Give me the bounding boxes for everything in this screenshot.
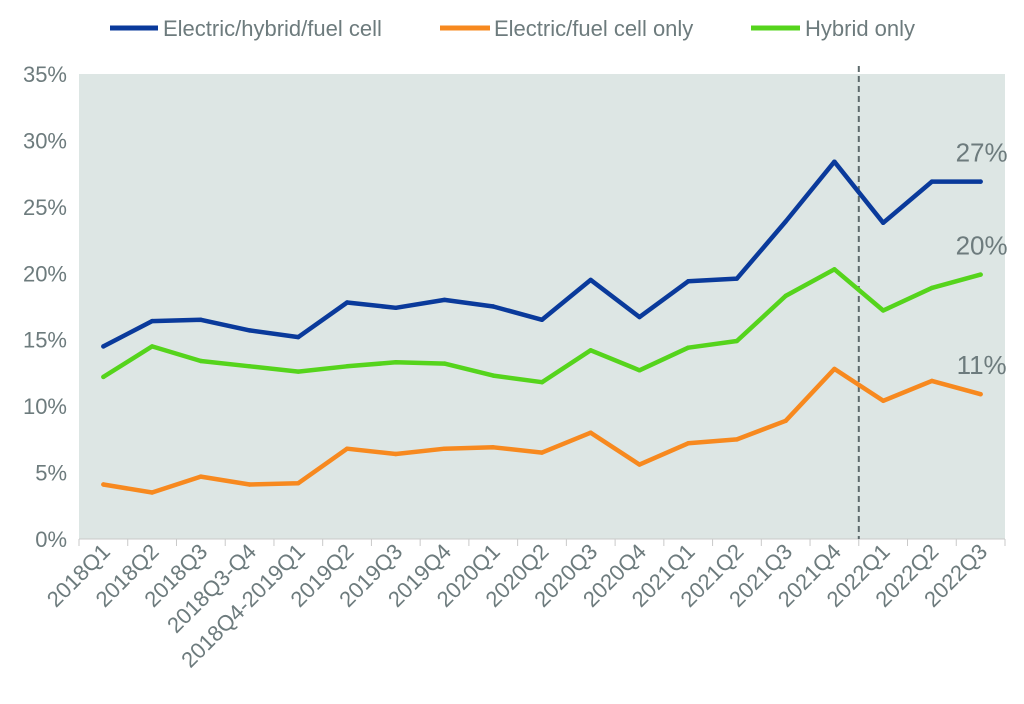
y-tick-label: 0% bbox=[35, 527, 67, 552]
end-label-electric-fuel-cell-only: 11% bbox=[957, 350, 1007, 380]
data-point-electric-fuel-cell-only bbox=[686, 441, 691, 446]
end-labels: 27% 11% 20% bbox=[956, 138, 1008, 381]
data-point-hybrid-only bbox=[539, 380, 545, 385]
data-point-electric-fuel-cell-only bbox=[734, 437, 740, 442]
data-point-hybrid-only bbox=[734, 338, 740, 344]
data-point-hybrid-only bbox=[686, 345, 691, 350]
data-point-hybrid-only bbox=[978, 272, 983, 277]
data-point-electric-fuel-cell-only bbox=[101, 482, 106, 487]
data-point-electric-hybrid-fuel-cell bbox=[734, 276, 740, 281]
data-point-electric-fuel-cell-only bbox=[198, 474, 203, 479]
data-point-electric-fuel-cell-only bbox=[783, 418, 788, 423]
data-point-hybrid-only bbox=[247, 364, 252, 369]
data-point-electric-hybrid-fuel-cell bbox=[491, 304, 496, 309]
data-point-electric-hybrid-fuel-cell bbox=[588, 277, 593, 283]
y-tick-label: 20% bbox=[23, 261, 67, 286]
legend-item-electric-fuel-cell-only: Electric/fuel cell only bbox=[440, 16, 693, 41]
data-point-electric-hybrid-fuel-cell bbox=[247, 328, 252, 333]
data-point-electric-fuel-cell-only bbox=[929, 378, 935, 384]
data-point-hybrid-only bbox=[442, 361, 447, 366]
data-point-hybrid-only bbox=[149, 344, 155, 349]
data-point-electric-hybrid-fuel-cell bbox=[783, 219, 788, 224]
data-point-electric-fuel-cell-only bbox=[247, 482, 252, 487]
plot-area bbox=[79, 74, 1005, 539]
legend-item-electric-hybrid-fuel-cell: Electric/hybrid/fuel cell bbox=[110, 16, 382, 41]
data-point-electric-hybrid-fuel-cell bbox=[393, 305, 398, 310]
y-axis: 0% 5% 10% 15% 20% 25% 30% 35% bbox=[23, 62, 67, 552]
y-tick-label: 5% bbox=[35, 461, 67, 486]
data-point-electric-hybrid-fuel-cell bbox=[149, 318, 155, 324]
data-point-hybrid-only bbox=[929, 285, 935, 291]
data-point-hybrid-only bbox=[344, 364, 350, 369]
y-tick-label: 25% bbox=[23, 195, 67, 220]
data-point-electric-fuel-cell-only bbox=[149, 490, 155, 495]
y-tick-label: 10% bbox=[23, 394, 67, 419]
legend-label-electric-hybrid-fuel-cell: Electric/hybrid/fuel cell bbox=[163, 16, 382, 41]
data-point-electric-fuel-cell-only bbox=[296, 481, 301, 486]
data-point-electric-hybrid-fuel-cell bbox=[929, 179, 935, 184]
data-point-electric-hybrid-fuel-cell bbox=[296, 334, 301, 340]
data-point-electric-fuel-cell-only bbox=[588, 430, 593, 435]
data-point-electric-fuel-cell-only bbox=[393, 451, 398, 457]
legend-label-electric-fuel-cell-only: Electric/fuel cell only bbox=[494, 16, 693, 41]
data-point-hybrid-only bbox=[881, 308, 886, 313]
data-point-hybrid-only bbox=[832, 267, 837, 272]
data-point-hybrid-only bbox=[296, 369, 301, 374]
data-point-electric-hybrid-fuel-cell bbox=[198, 317, 203, 322]
legend: Electric/hybrid/fuel cell Electric/fuel … bbox=[110, 16, 915, 41]
data-point-electric-hybrid-fuel-cell bbox=[344, 300, 350, 305]
data-point-electric-fuel-cell-only bbox=[881, 398, 886, 403]
x-axis: 2018Q12018Q22018Q32018Q3-Q42018Q4-2019Q1… bbox=[42, 538, 1006, 672]
data-point-hybrid-only bbox=[588, 348, 593, 353]
data-point-electric-hybrid-fuel-cell bbox=[978, 179, 983, 184]
end-label-electric-hybrid-fuel-cell: 27% bbox=[956, 138, 1008, 168]
data-point-electric-fuel-cell-only bbox=[978, 392, 983, 397]
data-point-electric-fuel-cell-only bbox=[344, 446, 350, 451]
data-point-hybrid-only bbox=[101, 374, 106, 380]
data-point-hybrid-only bbox=[637, 368, 642, 373]
data-point-electric-hybrid-fuel-cell bbox=[637, 314, 642, 320]
data-point-electric-fuel-cell-only bbox=[832, 366, 837, 372]
legend-item-hybrid-only: Hybrid only bbox=[751, 16, 915, 41]
data-point-electric-fuel-cell-only bbox=[491, 445, 496, 450]
data-point-electric-hybrid-fuel-cell bbox=[686, 279, 691, 284]
data-point-hybrid-only bbox=[491, 373, 496, 378]
y-tick-label: 35% bbox=[23, 62, 67, 87]
data-point-electric-hybrid-fuel-cell bbox=[832, 159, 837, 164]
data-point-electric-hybrid-fuel-cell bbox=[101, 344, 106, 349]
legend-label-hybrid-only: Hybrid only bbox=[805, 16, 915, 41]
data-point-electric-fuel-cell-only bbox=[637, 462, 642, 467]
data-point-electric-fuel-cell-only bbox=[539, 450, 545, 455]
data-point-hybrid-only bbox=[783, 293, 788, 299]
data-point-electric-fuel-cell-only bbox=[442, 446, 447, 451]
end-label-hybrid-only: 20% bbox=[956, 231, 1008, 261]
data-point-electric-hybrid-fuel-cell bbox=[442, 297, 447, 303]
data-point-electric-hybrid-fuel-cell bbox=[539, 317, 545, 322]
series-layer bbox=[101, 159, 983, 495]
data-point-electric-hybrid-fuel-cell bbox=[881, 220, 886, 225]
y-tick-label: 15% bbox=[23, 328, 67, 353]
y-tick-label: 30% bbox=[23, 128, 67, 153]
data-point-hybrid-only bbox=[198, 358, 203, 364]
data-point-hybrid-only bbox=[393, 360, 398, 365]
